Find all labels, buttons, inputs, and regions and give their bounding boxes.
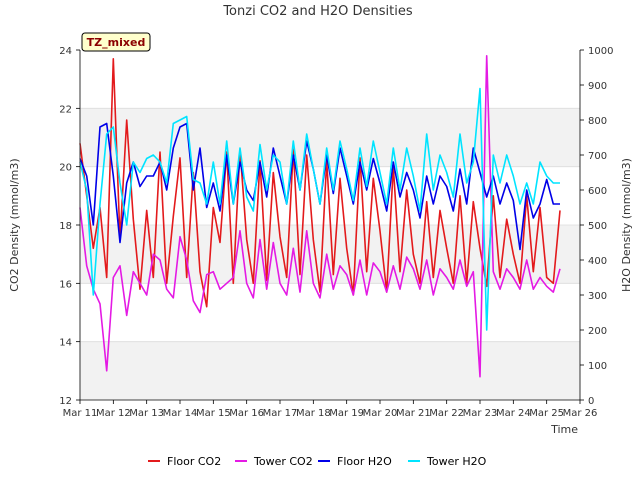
x-tick-label: Mar 15 bbox=[196, 408, 231, 419]
series-line-floor-co2 bbox=[79, 57, 561, 308]
site-badge: TZ_mixed bbox=[81, 32, 151, 52]
y-tick-label: 16 bbox=[59, 279, 72, 290]
x-tick-label: Mar 14 bbox=[163, 408, 198, 419]
y2-tick-label: 600 bbox=[588, 186, 607, 197]
x-axis-label: Time bbox=[550, 423, 578, 436]
grid-band bbox=[80, 50, 580, 109]
grid-band bbox=[80, 341, 580, 400]
y-tick-label: 12 bbox=[59, 396, 72, 407]
y2-tick-label: 500 bbox=[588, 221, 607, 232]
x-tick-label: Mar 26 bbox=[563, 408, 598, 419]
series-layer bbox=[79, 54, 561, 378]
y2-tick-label: 200 bbox=[588, 326, 607, 337]
x-tick-label: Mar 20 bbox=[363, 408, 398, 419]
x-tick-label: Mar 16 bbox=[229, 408, 264, 419]
y2-tick-label: 1000 bbox=[588, 46, 613, 57]
x-tick-label: Mar 12 bbox=[96, 408, 131, 419]
x-tick-label: Mar 24 bbox=[496, 408, 531, 419]
x-tick-label: Mar 23 bbox=[463, 408, 498, 419]
y-axis-left: 12 14 16 18 20 22 24 bbox=[59, 46, 81, 407]
y-tick-label: 22 bbox=[59, 104, 72, 115]
y-tick-label: 14 bbox=[59, 338, 72, 349]
x-tick-label: Mar 11 bbox=[63, 408, 98, 419]
y-axis-label-right: H2O Density (mmol/m3) bbox=[620, 158, 633, 292]
y-tick-label: 20 bbox=[59, 163, 72, 174]
grid-band bbox=[80, 283, 580, 342]
chart-title: Tonzi CO2 and H2O Densities bbox=[222, 4, 413, 19]
x-tick-label: Mar 18 bbox=[296, 408, 331, 419]
grid-band bbox=[80, 108, 580, 167]
x-tick-label: Mar 17 bbox=[263, 408, 298, 419]
legend-label-tower-co2: Tower CO2 bbox=[253, 455, 313, 468]
x-tick-label: Mar 19 bbox=[329, 408, 364, 419]
y2-tick-label: 800 bbox=[588, 116, 607, 127]
y2-tick-label: 900 bbox=[588, 81, 607, 92]
legend-label-floor-h2o: Floor H2O bbox=[337, 455, 392, 468]
x-tick-label: Mar 21 bbox=[396, 408, 431, 419]
y-tick-label: 24 bbox=[59, 46, 72, 57]
x-tick-label: Mar 13 bbox=[129, 408, 164, 419]
y-axis-right: 0 100 200 300 400 500 600 700 800 900 1000 bbox=[579, 46, 613, 407]
legend: Floor CO2 Tower CO2 Floor H2O Tower H2O bbox=[148, 455, 487, 468]
site-badge-box bbox=[81, 32, 151, 52]
y-axis-label-left: CO2 Density (mmol/m3) bbox=[8, 158, 21, 291]
y2-tick-label: 300 bbox=[588, 291, 607, 302]
y2-tick-label: 0 bbox=[588, 396, 594, 407]
legend-label-tower-h2o: Tower H2O bbox=[426, 455, 487, 468]
x-tick-label: Mar 25 bbox=[529, 408, 564, 419]
y-tick-label: 18 bbox=[59, 221, 72, 232]
series-line-tower-co2 bbox=[79, 54, 561, 378]
site-badge-label: TZ_mixed bbox=[87, 36, 146, 49]
y2-tick-label: 100 bbox=[588, 361, 607, 372]
series-line-tower-h2o bbox=[79, 87, 560, 331]
y2-tick-label: 700 bbox=[588, 151, 607, 162]
x-tick-label: Mar 22 bbox=[429, 408, 464, 419]
legend-label-floor-co2: Floor CO2 bbox=[167, 455, 221, 468]
y2-tick-label: 400 bbox=[588, 256, 607, 267]
